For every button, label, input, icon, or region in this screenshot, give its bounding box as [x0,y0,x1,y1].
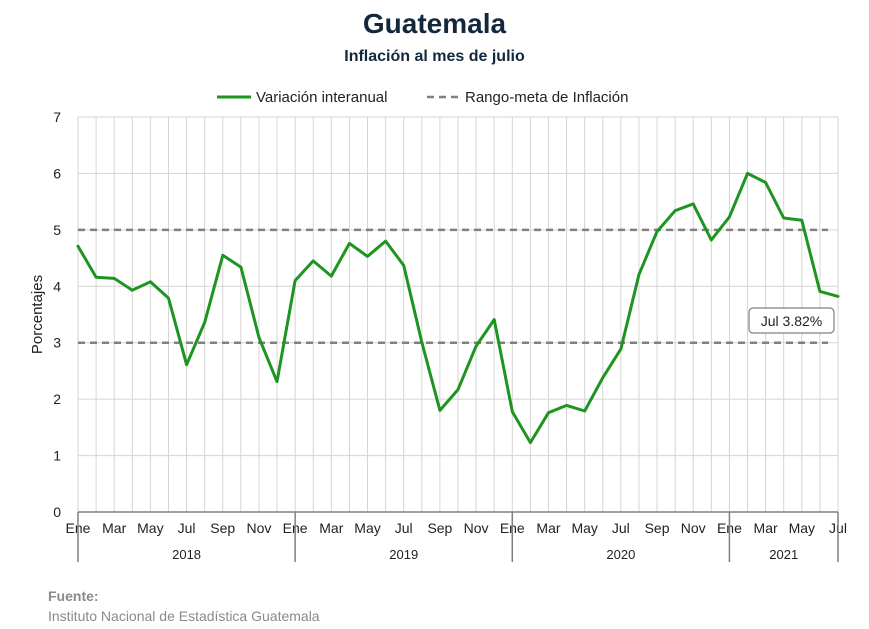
x-tick-label: Nov [681,520,706,536]
y-tick-label: 4 [53,278,61,294]
x-tick-label: Sep [427,520,452,536]
legend-label-variacion: Variación interanual [256,89,387,106]
x-tick-label: Sep [210,520,235,536]
y-tick-label: 6 [53,165,61,181]
chart-title: Guatemala [362,8,507,39]
annotation-box [748,307,835,334]
year-label: 2019 [389,547,418,562]
x-tick-label: May [789,520,815,536]
x-tick-label: Jul [612,520,630,536]
x-tick-label: Nov [246,520,271,536]
x-tick-label: May [354,520,380,536]
x-tick-label: Jul [178,520,196,536]
x-tick-label: Mar [319,520,343,536]
chart-subtitle: Inflación al mes de julio [344,48,525,65]
source-text: Instituto Nacional de Estadística Guatem… [48,608,320,624]
y-tick-label: 2 [53,391,61,407]
y-tick-label: 7 [53,109,61,125]
x-tick-label: Mar [536,520,560,536]
annotation-label: Jul 3.82% [761,313,822,329]
source-label: Fuente: [48,588,99,604]
x-tick-label: Nov [464,520,489,536]
y-tick-label: 5 [53,222,61,238]
year-label: 2021 [769,547,798,562]
x-tick-label: Mar [102,520,126,536]
x-tick-label: May [137,520,163,536]
x-tick-label: Sep [645,520,670,536]
inflation-series-line [76,171,840,445]
legend-label-rango: Rango-meta de Inflación [465,89,628,106]
year-label: 2020 [606,547,635,562]
year-label: 2018 [172,547,201,562]
y-tick-label: 1 [53,448,61,464]
x-tick-label: Mar [754,520,778,536]
y-axis-title: Porcentajes [29,275,46,354]
y-tick-label: 3 [53,335,61,351]
x-tick-label: May [571,520,597,536]
x-tick-label: Jul [395,520,413,536]
y-tick-label: 0 [53,504,61,520]
